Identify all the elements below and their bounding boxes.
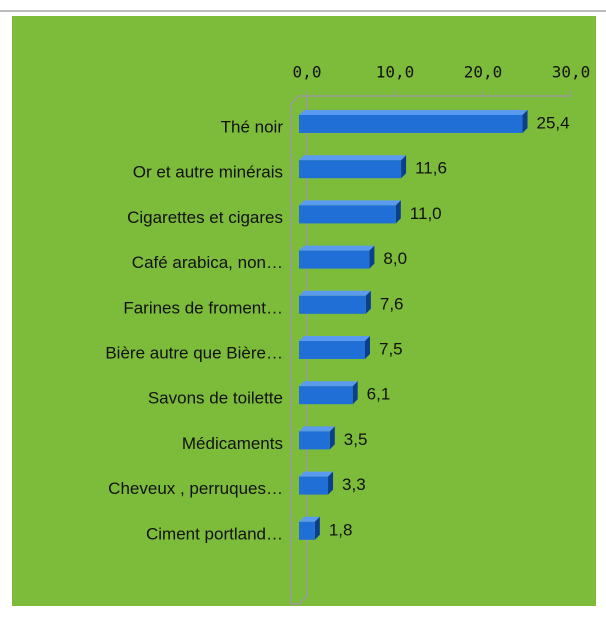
- bar: [299, 160, 402, 179]
- value-label: 25,4: [537, 113, 570, 132]
- y-tick-label: Bière autre que Bière…: [105, 343, 283, 362]
- bar-top: [299, 200, 401, 206]
- bar-top: [299, 110, 528, 115]
- bar-top: [299, 471, 334, 477]
- bar-top: [299, 155, 407, 161]
- value-label: 11,6: [415, 159, 447, 178]
- bar: [299, 341, 365, 359]
- bar: [299, 521, 315, 540]
- bar: [299, 431, 330, 450]
- bar: [299, 205, 396, 224]
- value-label: 8,0: [383, 249, 407, 268]
- value-label: 3,3: [342, 475, 366, 494]
- bar-top: [299, 245, 375, 251]
- y-tick-label: Or et autre minérais: [133, 163, 283, 182]
- bar-top: [299, 290, 371, 296]
- x-tick-label: 30,0: [552, 63, 591, 82]
- axis-wall: [290, 95, 308, 605]
- value-label: 7,5: [379, 339, 403, 358]
- bar: [299, 115, 523, 133]
- bar-side: [328, 471, 334, 495]
- value-label: 1,8: [329, 520, 353, 539]
- bar: [299, 386, 353, 405]
- value-label: 6,1: [367, 385, 391, 404]
- bar: [299, 250, 370, 269]
- bar-top: [299, 336, 370, 341]
- x-tick-label: 10,0: [376, 63, 415, 82]
- bar-side: [395, 200, 401, 224]
- x-tick-label: 0,0: [293, 63, 322, 82]
- y-tick-label: Cheveux , perruques…: [108, 479, 283, 498]
- x-tick-label: 20,0: [464, 63, 503, 82]
- bar-top: [299, 381, 358, 387]
- bar-side: [314, 516, 320, 540]
- bar-side: [329, 426, 335, 450]
- bar: [299, 295, 366, 314]
- value-label: 3,5: [344, 430, 368, 449]
- y-tick-label: Ciment portland…: [146, 524, 283, 543]
- y-tick-label: Médicaments: [182, 434, 283, 453]
- bar-side: [401, 155, 407, 179]
- y-tick-label: Café arabica, non…: [132, 253, 283, 272]
- bar-side: [352, 381, 358, 405]
- bar-top: [299, 426, 335, 432]
- bar-side: [522, 110, 528, 133]
- bar: [299, 476, 329, 495]
- y-tick-label: Savons de toilette: [148, 389, 283, 408]
- y-tick-label: Thé noir: [221, 117, 284, 136]
- bar-side: [365, 290, 371, 314]
- value-label: 11,0: [410, 204, 442, 223]
- value-label: 7,6: [380, 294, 404, 313]
- bar-side: [369, 245, 375, 269]
- y-tick-label: Farines de froment…: [123, 298, 283, 317]
- bar-side: [365, 336, 370, 359]
- y-tick-label: Cigarettes et cigares: [127, 208, 283, 227]
- bar-top: [299, 516, 320, 522]
